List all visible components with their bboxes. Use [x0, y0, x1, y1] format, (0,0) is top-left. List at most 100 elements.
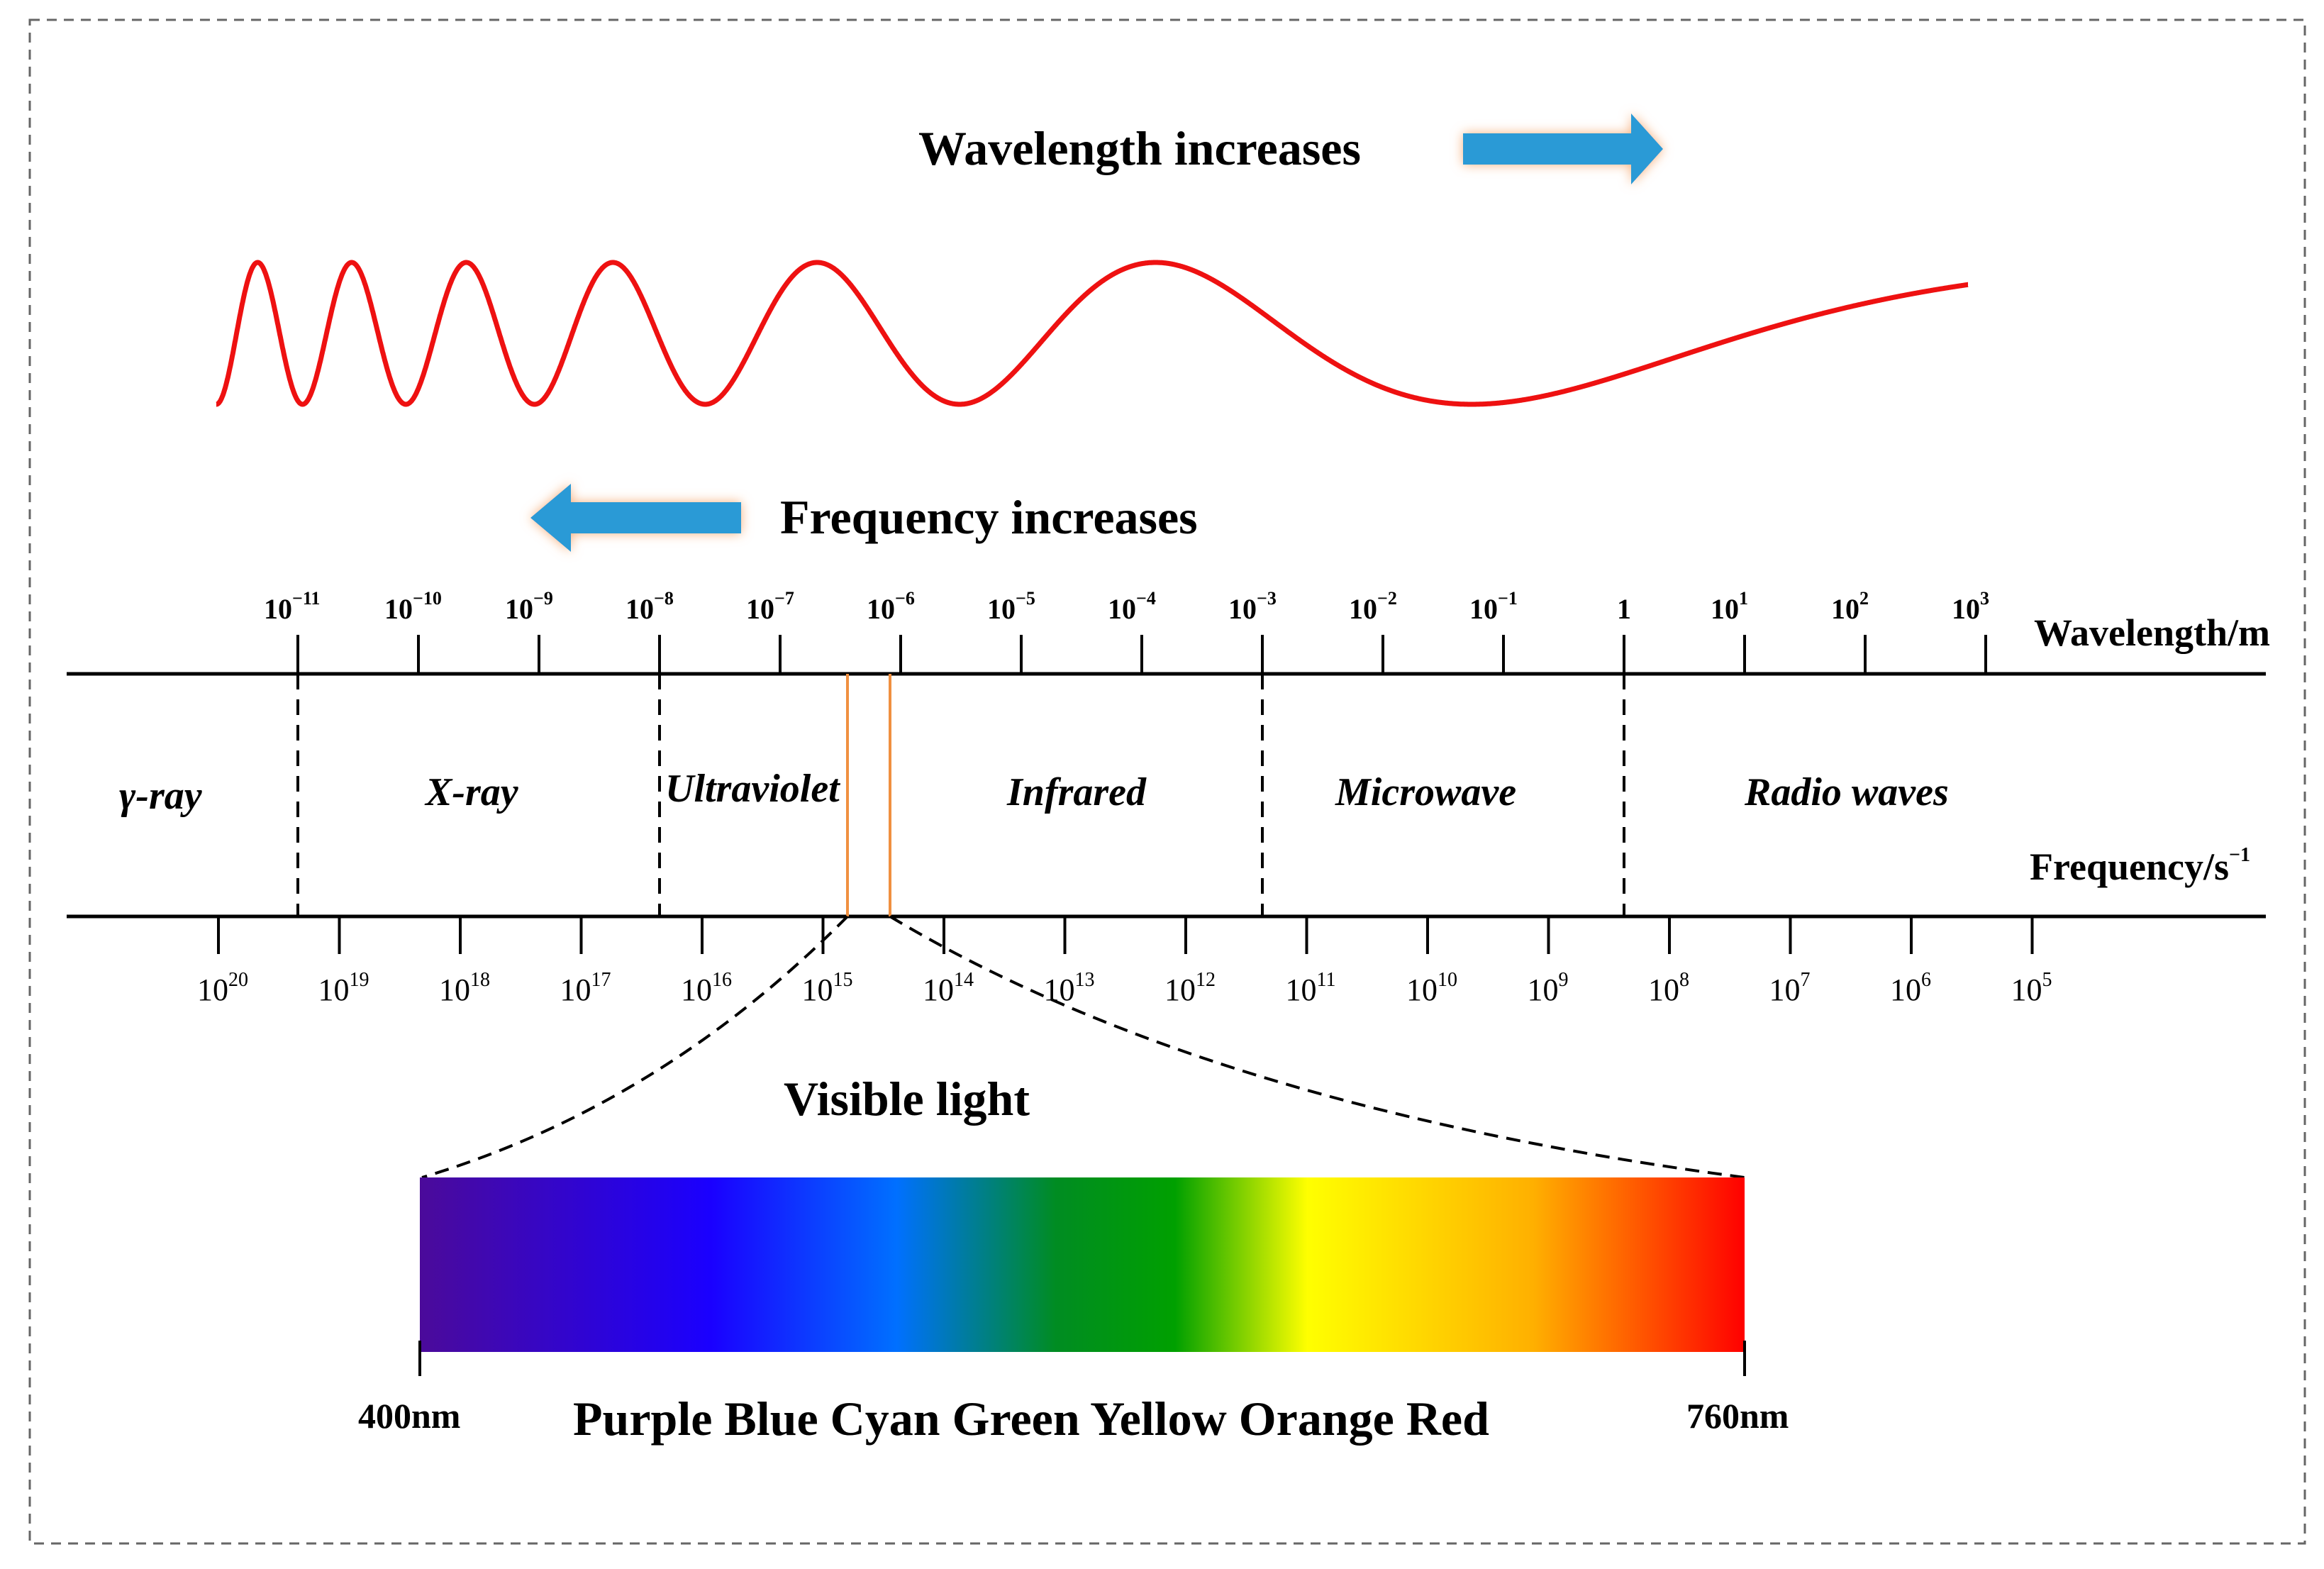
wavelength-tick-label: 1 [1617, 593, 1631, 625]
wavelength-tick-label: 102 [1831, 588, 1869, 625]
tick-base: 10 [1406, 972, 1438, 1007]
tick-exponent: 3 [1980, 588, 1989, 609]
tick-base: 10 [923, 972, 954, 1007]
zoom-line-right [889, 915, 1745, 1179]
tick-exponent: 8 [1679, 969, 1689, 991]
tick-base: 10 [439, 972, 470, 1007]
tick-base: 10 [384, 593, 413, 625]
frequency-tick-label: 1019 [318, 969, 369, 1007]
tick-exponent: 11 [1317, 969, 1336, 991]
left-arrow-icon [530, 484, 741, 552]
visible-light-label: Visible light [784, 1072, 1030, 1126]
region-dividers [296, 674, 1625, 916]
frequency-tick-label: 1020 [197, 969, 248, 1007]
frequency-ticks: 1020 1019 1018 1017 1016 1015 1014 1013 1012 1011… [197, 916, 2052, 1007]
tick-base: 10 [746, 593, 774, 625]
frequency-tick-label: 1010 [1406, 969, 1457, 1007]
wavelength-tick-label: 10−10 [384, 588, 442, 625]
tick-base: 10 [264, 593, 292, 625]
tick-base: 10 [1528, 972, 1559, 1007]
tick-base: 10 [1286, 972, 1317, 1007]
tick-base: 10 [867, 593, 895, 625]
frequency-tick-label: 1012 [1164, 969, 1216, 1007]
tick-exponent: 18 [470, 969, 490, 991]
tick-base: 10 [1108, 593, 1136, 625]
tick-base: 10 [1831, 593, 1859, 625]
wave-icon [216, 260, 1969, 407]
region-x-ray: X-ray [424, 770, 519, 814]
tick-exponent: 20 [228, 969, 248, 991]
wavelength-tick-label: 10−6 [867, 588, 915, 625]
right-arrow-icon [1463, 113, 1663, 184]
tick-exponent: −1 [1498, 588, 1518, 609]
wavelength-ticks: 10−11 10−10 10−9 10−8 10−7 10−6 10−5 10−4 10−3 10… [264, 588, 1989, 674]
tick-exponent: −11 [292, 588, 320, 609]
outer-frame [28, 18, 2306, 1545]
region-radio-waves: Radio waves [1744, 770, 1949, 814]
visible-spectrum-bar [420, 1177, 1745, 1352]
wavelength-tick-label: 10−2 [1349, 588, 1397, 625]
wavelength-axis-label: Wavelength/m [2034, 611, 2270, 654]
gamma-symbol: γ [119, 774, 136, 818]
tick-exponent: −8 [654, 588, 674, 609]
region-ultraviolet: Ultraviolet [665, 767, 840, 811]
region-microwave: Microwave [1335, 770, 1516, 814]
tick-exponent: 9 [1559, 969, 1569, 991]
tick-base: 10 [1711, 593, 1739, 625]
frequency-tick-label: 106 [1890, 969, 1931, 1007]
tick-exponent: −6 [895, 588, 915, 609]
tick-base: 10 [681, 972, 712, 1007]
frequency-tick-label: 1018 [439, 969, 490, 1007]
frequency-tick-label: 1011 [1286, 969, 1336, 1007]
wavelength-tick-label: 10−11 [264, 588, 320, 625]
frequency-tick-label: 108 [1648, 969, 1689, 1007]
tick-exponent: 10 [1438, 969, 1457, 991]
tick-exponent: −5 [1016, 588, 1035, 609]
tick-exponent: 16 [712, 969, 732, 991]
wavelength-tick-label: 10−7 [746, 588, 794, 625]
gamma-ray-label: -ray [135, 774, 202, 818]
tick-base: 10 [1769, 972, 1801, 1007]
frequency-axis-label: Frequency/s−1 [2030, 844, 2250, 888]
frequency-tick-label: 107 [1769, 969, 1811, 1007]
wavelength-tick-label: 10−4 [1108, 588, 1156, 625]
frequency-tick-label: 1015 [802, 969, 853, 1007]
frequency-increases-label: Frequency increases [780, 490, 1198, 544]
wavelength-increases-label: Wavelength increases [918, 121, 1361, 175]
frequency-tick-label: 1017 [560, 969, 611, 1007]
tick-base: 10 [1648, 972, 1679, 1007]
frequency-tick-label: 105 [2011, 969, 2052, 1007]
tick-exponent: −3 [1257, 588, 1277, 609]
tick-base: 10 [987, 593, 1016, 625]
tick-exponent: 17 [591, 969, 611, 991]
tick-base: 10 [560, 972, 591, 1007]
wavelength-tick-label: 10−9 [505, 588, 553, 625]
tick-exponent: 15 [833, 969, 853, 991]
wavelength-tick-label: 10−5 [987, 588, 1035, 625]
tick-base: 10 [2011, 972, 2042, 1007]
tick-exponent: 2 [1859, 588, 1869, 609]
tick-exponent: −10 [413, 588, 442, 609]
tick-base: 10 [1952, 593, 1980, 625]
tick-exponent: 6 [1921, 969, 1931, 991]
tick-exponent: −9 [533, 588, 553, 609]
spectrum-max-label: 760nm [1686, 1396, 1789, 1436]
tick-base: 10 [505, 593, 533, 625]
frequency-tick-label: 1013 [1044, 969, 1095, 1007]
tick-base: 10 [1469, 593, 1498, 625]
region-infrared: Infrared [1006, 770, 1147, 814]
tick-exponent: −4 [1136, 588, 1156, 609]
wavelength-tick-label: 103 [1952, 588, 1989, 625]
tick-exponent: 13 [1075, 969, 1095, 991]
tick-exponent: 14 [954, 969, 974, 991]
tick-exponent: 12 [1196, 969, 1216, 991]
wavelength-tick-label: 10−1 [1469, 588, 1518, 625]
tick-exponent: 1 [1739, 588, 1748, 609]
zoom-line-left [421, 915, 849, 1179]
frequency-axis-label-base: Frequency/s [2030, 846, 2229, 888]
tick-base: 10 [1228, 593, 1257, 625]
tick-exponent: 19 [350, 969, 369, 991]
wavelength-tick-label: 101 [1711, 588, 1748, 625]
